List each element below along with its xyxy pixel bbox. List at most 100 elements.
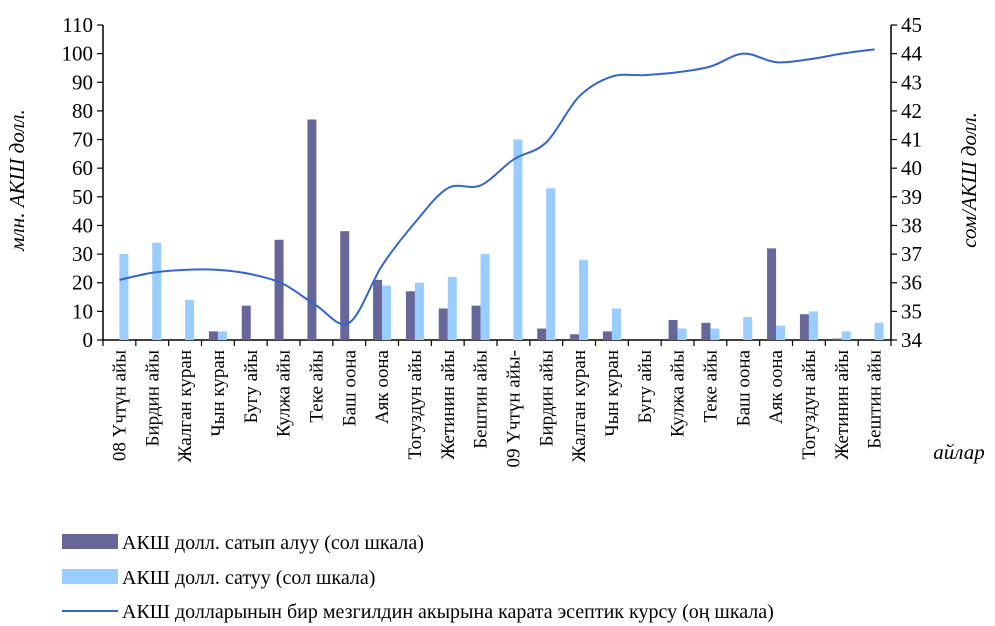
bar-sale — [841, 331, 851, 340]
x-category-label: 08 Үчтүн айы — [109, 350, 130, 461]
left-y-tick-label: 60 — [72, 156, 93, 180]
right-y-ticks: 34 35 36 37 38 39 40 41 42 43 44 45 — [891, 13, 923, 352]
x-axis-title: айлар — [933, 440, 984, 464]
legend-label-rate: АКШ долларынын бир мезгилдин акырына кар… — [122, 601, 774, 623]
left-y-tick-label: 10 — [72, 299, 93, 323]
bar-sale — [579, 259, 589, 340]
x-category-label: Чын куран — [602, 350, 623, 437]
x-category-label: Жетинин айы — [438, 350, 459, 460]
bar-purchase — [438, 308, 448, 340]
left-y-tick-label: 20 — [72, 271, 93, 295]
bar-purchase — [602, 331, 612, 340]
bar-sale — [677, 328, 687, 340]
bar-sale — [480, 254, 490, 340]
legend-label-sale: АКШ долл. сатуу (сол шкала) — [122, 567, 375, 589]
left-y-tick-label: 70 — [72, 128, 93, 152]
x-category-label: Жетинин айы — [832, 350, 853, 460]
left-y-tick-label: 80 — [72, 99, 93, 123]
left-y-tick-label: 90 — [72, 70, 93, 94]
left-y-tick-label: 50 — [72, 185, 93, 209]
right-y-tick-label: 34 — [901, 328, 923, 352]
bar-purchase — [767, 248, 777, 340]
x-category-label: Бештин айы — [471, 350, 492, 449]
left-y-ticks: 0 10 20 30 40 50 60 70 80 90 100 110 — [62, 13, 103, 352]
x-category-label: Теке айы — [306, 350, 327, 423]
bar-purchase — [471, 305, 481, 340]
bar-sale — [185, 299, 195, 340]
right-y-tick-label: 35 — [901, 299, 922, 323]
x-category-label: Баш оона — [733, 349, 754, 426]
x-category-label: Кулжа айы — [274, 350, 295, 437]
bar-sale — [119, 254, 129, 340]
legend-swatch-purchase — [62, 534, 118, 549]
x-category-label: Аяк оона — [372, 349, 393, 424]
x-category-label: Жалган куран — [569, 350, 590, 462]
bar-purchase — [340, 231, 350, 340]
bar-sale — [776, 325, 786, 340]
right-y-tick-label: 38 — [901, 213, 922, 237]
left-y-tick-label: 40 — [72, 213, 93, 237]
bar-purchase — [668, 319, 678, 340]
x-category-label: Бирдин айы — [142, 350, 163, 447]
bar-sale — [710, 328, 720, 340]
right-y-tick-label: 45 — [901, 13, 922, 37]
x-category-label: Аяк оона — [766, 349, 787, 424]
x-category-label: Тогуздун айы — [799, 350, 820, 460]
right-y-tick-label: 36 — [901, 271, 922, 295]
bar-purchase — [799, 314, 809, 340]
x-category-label: Бугу айы — [635, 350, 656, 424]
bar-sale — [513, 139, 523, 340]
bar-purchase — [537, 328, 547, 340]
bar-sale — [152, 242, 162, 340]
left-y-tick-label: 0 — [83, 328, 94, 352]
right-y-tick-label: 41 — [901, 128, 922, 152]
bar-sale — [447, 277, 457, 340]
x-category-label: Бирдин айы — [536, 350, 557, 447]
bar-sale — [874, 322, 884, 340]
rate-line-group — [119, 48, 875, 326]
right-y-tick-label: 42 — [901, 99, 922, 123]
right-y-tick-label: 37 — [901, 242, 922, 266]
bar-purchase — [832, 338, 842, 340]
exchange-rate-line — [119, 48, 875, 326]
x-category-label: Жалган куран — [175, 350, 196, 462]
x-category-labels: 08 Үчтүн айы Бирдин айы Жалган куран Чын ку… — [109, 349, 885, 467]
bar-sale — [808, 311, 818, 340]
right-axis-title: сом/АКШ долл. — [957, 112, 981, 248]
bar-purchase — [307, 119, 317, 340]
bars — [119, 119, 884, 340]
bar-purchase — [405, 291, 415, 340]
right-y-tick-label: 44 — [901, 42, 923, 66]
axes — [102, 25, 892, 346]
left-y-tick-label: 100 — [62, 42, 94, 66]
bar-purchase — [241, 305, 251, 340]
x-category-label: Теке айы — [700, 350, 721, 423]
x-category-label: Чын куран — [208, 350, 229, 437]
left-y-tick-label: 110 — [62, 13, 93, 37]
right-y-tick-label: 43 — [901, 70, 922, 94]
x-category-label: Бештин айы — [865, 350, 886, 449]
bar-sale — [743, 317, 753, 340]
bar-purchase — [274, 239, 284, 340]
bar-sale — [414, 282, 424, 340]
right-y-tick-label: 40 — [901, 156, 922, 180]
x-category-label: Бугу айы — [241, 350, 262, 424]
left-axis-title: млн. АКШ долл. — [5, 109, 29, 252]
bar-purchase — [570, 334, 580, 340]
legend-label-purchase: АКШ долл. сатып алуу (сол шкала) — [122, 532, 424, 554]
legend: АКШ долл. сатып алуу (сол шкала) АКШ дол… — [62, 532, 774, 623]
bar-sale — [611, 308, 621, 340]
left-y-tick-label: 30 — [72, 242, 93, 266]
x-category-label: Кулжа айы — [668, 350, 689, 437]
x-category-label: 09 Үчтүн айы- — [503, 350, 524, 467]
bar-sale — [217, 331, 227, 340]
bar-purchase — [373, 279, 383, 340]
bar-sale — [546, 188, 556, 340]
right-y-tick-label: 39 — [901, 185, 922, 209]
legend-swatch-sale — [62, 569, 118, 584]
bar-sale — [382, 285, 392, 340]
bar-purchase — [208, 331, 218, 340]
x-category-label: Баш оона — [339, 349, 360, 426]
bar-purchase — [701, 322, 711, 340]
